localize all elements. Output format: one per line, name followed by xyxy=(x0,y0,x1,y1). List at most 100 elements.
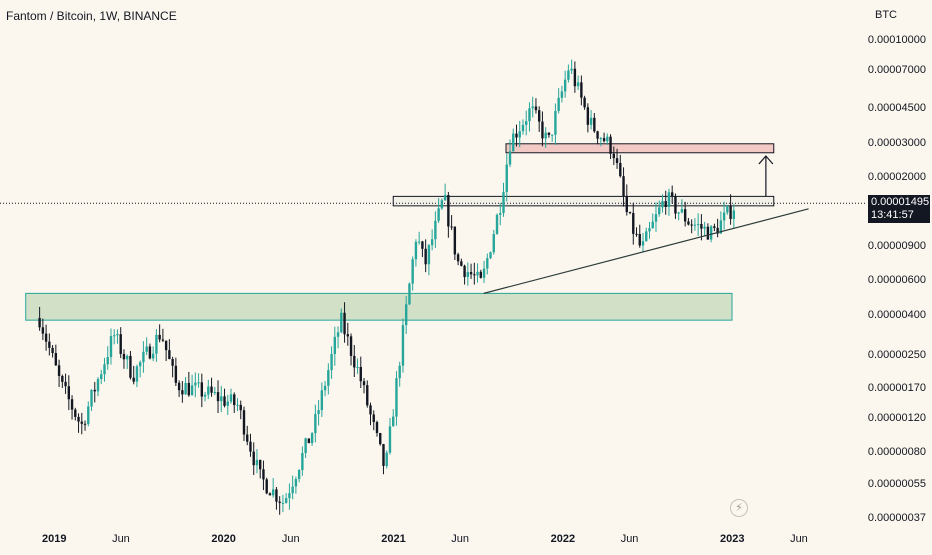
candle-body xyxy=(291,486,294,494)
candle-body xyxy=(41,327,45,334)
candle-body xyxy=(161,339,165,341)
x-tick-label: Jun xyxy=(281,533,300,545)
candle-body xyxy=(417,241,421,243)
candle-body xyxy=(554,111,557,135)
candle-body xyxy=(434,220,437,240)
candle-body xyxy=(499,213,502,215)
candle-body xyxy=(628,212,632,214)
candle-body xyxy=(297,470,301,480)
candle-body xyxy=(54,353,58,366)
candle-body xyxy=(700,224,703,229)
candle-body xyxy=(547,132,551,135)
candle-body xyxy=(576,82,580,87)
y-tick-label: 0.00000250 xyxy=(867,348,926,361)
candle-body xyxy=(489,252,492,259)
x-tick-label: 2023 xyxy=(720,533,745,545)
candle-body xyxy=(284,498,288,503)
candle-body xyxy=(528,108,531,122)
candle-body xyxy=(48,341,51,348)
candle-body xyxy=(252,451,255,466)
candle-body xyxy=(586,107,590,125)
candle-body xyxy=(64,381,67,387)
candle-body xyxy=(83,423,87,425)
candle-body xyxy=(77,416,80,422)
candle-body xyxy=(265,479,268,494)
candle-body xyxy=(687,221,690,225)
neckline-zone xyxy=(392,195,775,207)
candle-body xyxy=(696,224,700,226)
candle-body xyxy=(385,452,388,466)
candle-body xyxy=(460,261,463,266)
candle-body xyxy=(713,226,716,228)
candle-body xyxy=(518,131,521,138)
candle-body xyxy=(667,192,671,207)
candle-body xyxy=(255,459,259,466)
candle-body xyxy=(158,334,161,340)
candle-body xyxy=(70,399,74,410)
candle-body xyxy=(90,389,93,407)
candle-body xyxy=(278,501,281,503)
candle-body xyxy=(583,97,586,108)
candle-body xyxy=(226,401,229,406)
candle-body xyxy=(398,365,401,379)
candle-body xyxy=(87,406,90,425)
candle-body xyxy=(395,378,398,417)
y-tick-label: 0.00003000 xyxy=(867,136,926,149)
candle-body xyxy=(421,241,424,249)
candle-body xyxy=(674,196,677,214)
candle-body xyxy=(541,121,544,139)
candle-body xyxy=(450,226,453,228)
candle-body xyxy=(424,248,427,265)
candle-body xyxy=(602,138,606,142)
candle-body xyxy=(732,210,736,220)
candle-body xyxy=(213,392,216,394)
candle-body xyxy=(567,70,570,80)
candle-body xyxy=(145,346,148,352)
candle-body xyxy=(570,68,573,71)
candle-body xyxy=(505,164,508,192)
y-tick-label: 0.00000080 xyxy=(867,446,926,459)
candle-body xyxy=(320,390,324,411)
candle-body xyxy=(80,421,83,424)
candle-body xyxy=(343,312,346,335)
candle-body xyxy=(122,353,126,360)
candle-body xyxy=(268,493,272,496)
candle-body xyxy=(473,274,476,276)
candle-body xyxy=(210,386,213,393)
candle-body xyxy=(164,340,168,351)
last-price-value: 0.00001495 xyxy=(871,196,930,208)
candle-body xyxy=(93,389,96,392)
x-tick-label: 2020 xyxy=(211,533,236,545)
candle-body xyxy=(366,385,369,406)
y-tick-label: 0.00000900 xyxy=(867,239,926,252)
lightning-icon[interactable]: ⚡ xyxy=(730,499,748,517)
candle-body xyxy=(288,493,291,499)
candle-body xyxy=(38,317,41,328)
candle-body xyxy=(223,396,226,406)
candle-body xyxy=(271,489,275,496)
annotations-layer xyxy=(483,155,809,294)
candle-body xyxy=(521,124,525,132)
candle-body xyxy=(184,382,187,395)
candle-body xyxy=(683,209,687,222)
candle-body xyxy=(349,336,353,356)
bar-countdown: 13:41:57 xyxy=(871,209,914,221)
candle-body xyxy=(200,382,204,397)
candle-body xyxy=(479,271,483,278)
candle-body xyxy=(599,138,603,140)
candle-body xyxy=(369,405,372,415)
candle-body xyxy=(151,353,155,359)
candle-body xyxy=(106,357,109,365)
candle-body xyxy=(100,374,103,380)
candles-layer xyxy=(38,59,736,515)
candle-body xyxy=(301,453,304,471)
candle-body xyxy=(453,226,457,255)
candle-body xyxy=(654,214,658,222)
candle-body xyxy=(307,438,311,444)
y-tick-label: 0.00000400 xyxy=(867,308,926,321)
candle-body xyxy=(437,208,440,221)
candle-body xyxy=(275,489,278,502)
candle-body xyxy=(281,502,285,504)
